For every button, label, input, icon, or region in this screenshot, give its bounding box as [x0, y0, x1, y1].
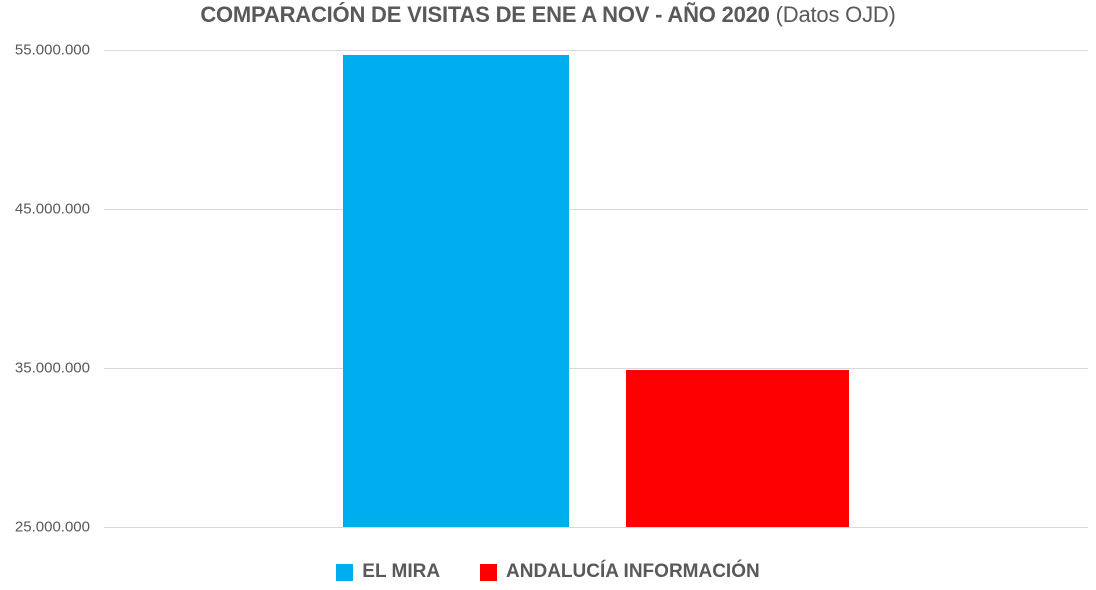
- y-axis-tick-label: 55.000.000: [14, 41, 90, 59]
- plot-area: [104, 50, 1088, 528]
- legend-swatch-icon: [336, 563, 354, 581]
- legend-swatch-icon: [480, 563, 498, 581]
- gridline: [104, 367, 1088, 369]
- legend-item: EL MIRA: [336, 561, 440, 583]
- legend-label: ANDALUCÍA INFORMACIÓN: [506, 561, 760, 582]
- y-axis-tick-label: 45.000.000: [14, 200, 90, 218]
- chart-title-main: COMPARACIÓN DE VISITAS DE ENE A NOV - AÑ…: [200, 2, 770, 27]
- chart-title: COMPARACIÓN DE VISITAS DE ENE A NOV - AÑ…: [0, 2, 1096, 28]
- y-axis-tick-label: 35.000.000: [14, 359, 90, 377]
- legend-item: ANDALUCÍA INFORMACIÓN: [480, 561, 760, 583]
- y-axis: 55.000.000 45.000.000 35.000.000 25.000.000: [0, 42, 90, 536]
- bar-el-mira: [343, 54, 570, 527]
- y-axis-tick-label: 25.000.000: [14, 518, 90, 536]
- gridline: [104, 208, 1088, 210]
- chart-title-suffix: (Datos OJD): [769, 2, 896, 27]
- legend-label: EL MIRA: [362, 561, 441, 582]
- bar-andaluc-a-informaci-n: [625, 369, 849, 527]
- gridline: [104, 527, 1088, 528]
- gridline: [104, 50, 1088, 51]
- chart-legend: EL MIRA ANDALUCÍA INFORMACIÓN: [0, 561, 1096, 583]
